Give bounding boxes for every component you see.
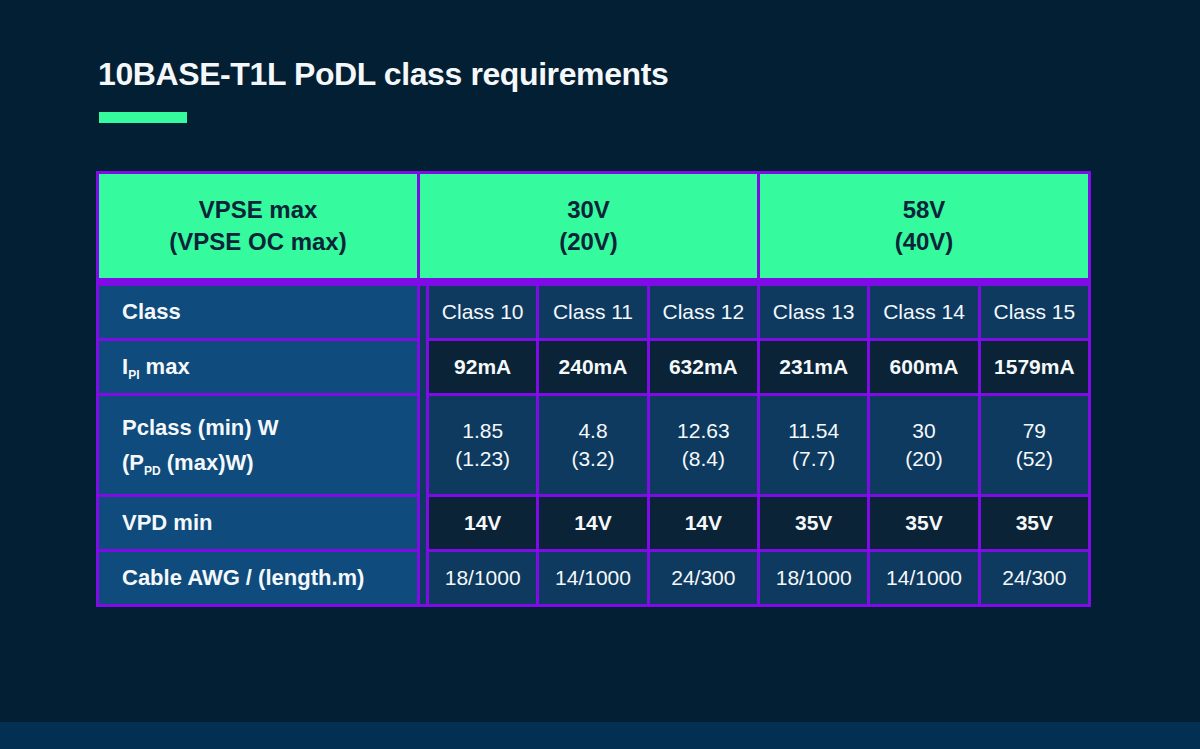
cell-pclass-1: 1.85 (1.23) <box>429 396 536 494</box>
cell-vpd-min-2: 14V <box>539 497 646 549</box>
cell-pclass-3: 12.63 (8.4) <box>650 396 757 494</box>
cell-pclass-2: 4.8 (3.2) <box>539 396 646 494</box>
podl-requirements-table: VPSE max (VPSE OC max) 30V (20V) 58V (40… <box>96 171 1091 607</box>
cell-ipi-max-1: 92mA <box>429 341 536 393</box>
header-line2: (20V) <box>559 226 618 258</box>
cell-class-3: Class 12 <box>650 286 757 338</box>
row-label-text: (max)W) <box>161 450 254 475</box>
row-label-cable-awg: Cable AWG / (length.m) <box>99 552 417 604</box>
row-label-text: max <box>139 354 189 379</box>
row-label-subscript: PI <box>128 369 139 383</box>
footer-bar <box>0 722 1200 749</box>
page-title: 10BASE-T1L PoDL class requirements <box>98 56 668 93</box>
cell-ipi-max-4: 231mA <box>760 341 867 393</box>
cell-pclass-6: 79 (52) <box>981 396 1088 494</box>
cell-class-5: Class 14 <box>870 286 977 338</box>
row-label-class: Class <box>99 286 417 338</box>
cell-pclass-4: 11.54 (7.7) <box>760 396 867 494</box>
row-label-text: Cable AWG / (length.m) <box>122 565 364 590</box>
row-label-text-block: VPD min <box>122 505 212 540</box>
cell-cable-awg-1: 18/1000 <box>429 552 536 604</box>
row-label-text-block: Cable AWG / (length.m) <box>122 560 364 595</box>
cell-vpd-min-6: 35V <box>981 497 1088 549</box>
row-label-text-block: Pclass (min) W (PPD (max)W) <box>122 410 278 480</box>
cell-cable-awg-6: 24/300 <box>981 552 1088 604</box>
row-label-text: Pclass (min) W <box>122 415 278 440</box>
cell-ipi-max-6: 1579mA <box>981 341 1088 393</box>
cell-ipi-max-3: 632mA <box>650 341 757 393</box>
row-label-text-block: Class <box>122 294 181 329</box>
cell-class-2: Class 11 <box>539 286 646 338</box>
cell-cable-awg-5: 14/1000 <box>870 552 977 604</box>
cell-ipi-max-2: 240mA <box>539 341 646 393</box>
row-label-text: (P <box>122 450 144 475</box>
row-label-text: Class <box>122 299 181 324</box>
cell-cable-awg-4: 18/1000 <box>760 552 867 604</box>
row-label-vpd-min: VPD min <box>99 497 417 549</box>
cell-pclass-5: 30 (20) <box>870 396 977 494</box>
header-line2: (VPSE OC max) <box>169 226 346 258</box>
cell-class-1: Class 10 <box>429 286 536 338</box>
row-label-text: VPD min <box>122 510 212 535</box>
cell-vpd-min-3: 14V <box>650 497 757 549</box>
row-label-text-block: IPI max <box>122 349 190 384</box>
row-label-subscript: PD <box>144 464 161 478</box>
cell-vpd-min-5: 35V <box>870 497 977 549</box>
header-line1: 30V <box>567 194 610 226</box>
label-column-separator <box>420 286 426 604</box>
header-cell-vpse-max: VPSE max (VPSE OC max) <box>99 174 417 278</box>
cell-class-4: Class 13 <box>760 286 867 338</box>
cell-cable-awg-3: 24/300 <box>650 552 757 604</box>
cell-vpd-min-4: 35V <box>760 497 867 549</box>
cell-ipi-max-5: 600mA <box>870 341 977 393</box>
header-line1: VPSE max <box>199 194 318 226</box>
cell-vpd-min-1: 14V <box>429 497 536 549</box>
header-line2: (40V) <box>895 226 954 258</box>
header-line1: 58V <box>903 194 946 226</box>
title-accent-bar <box>99 112 187 123</box>
header-cell-30v: 30V (20V) <box>420 174 757 278</box>
header-cell-58v: 58V (40V) <box>760 174 1088 278</box>
cell-cable-awg-2: 14/1000 <box>539 552 646 604</box>
row-label-pclass: Pclass (min) W (PPD (max)W) <box>99 396 417 494</box>
cell-class-6: Class 15 <box>981 286 1088 338</box>
row-label-ipi-max: IPI max <box>99 341 417 393</box>
